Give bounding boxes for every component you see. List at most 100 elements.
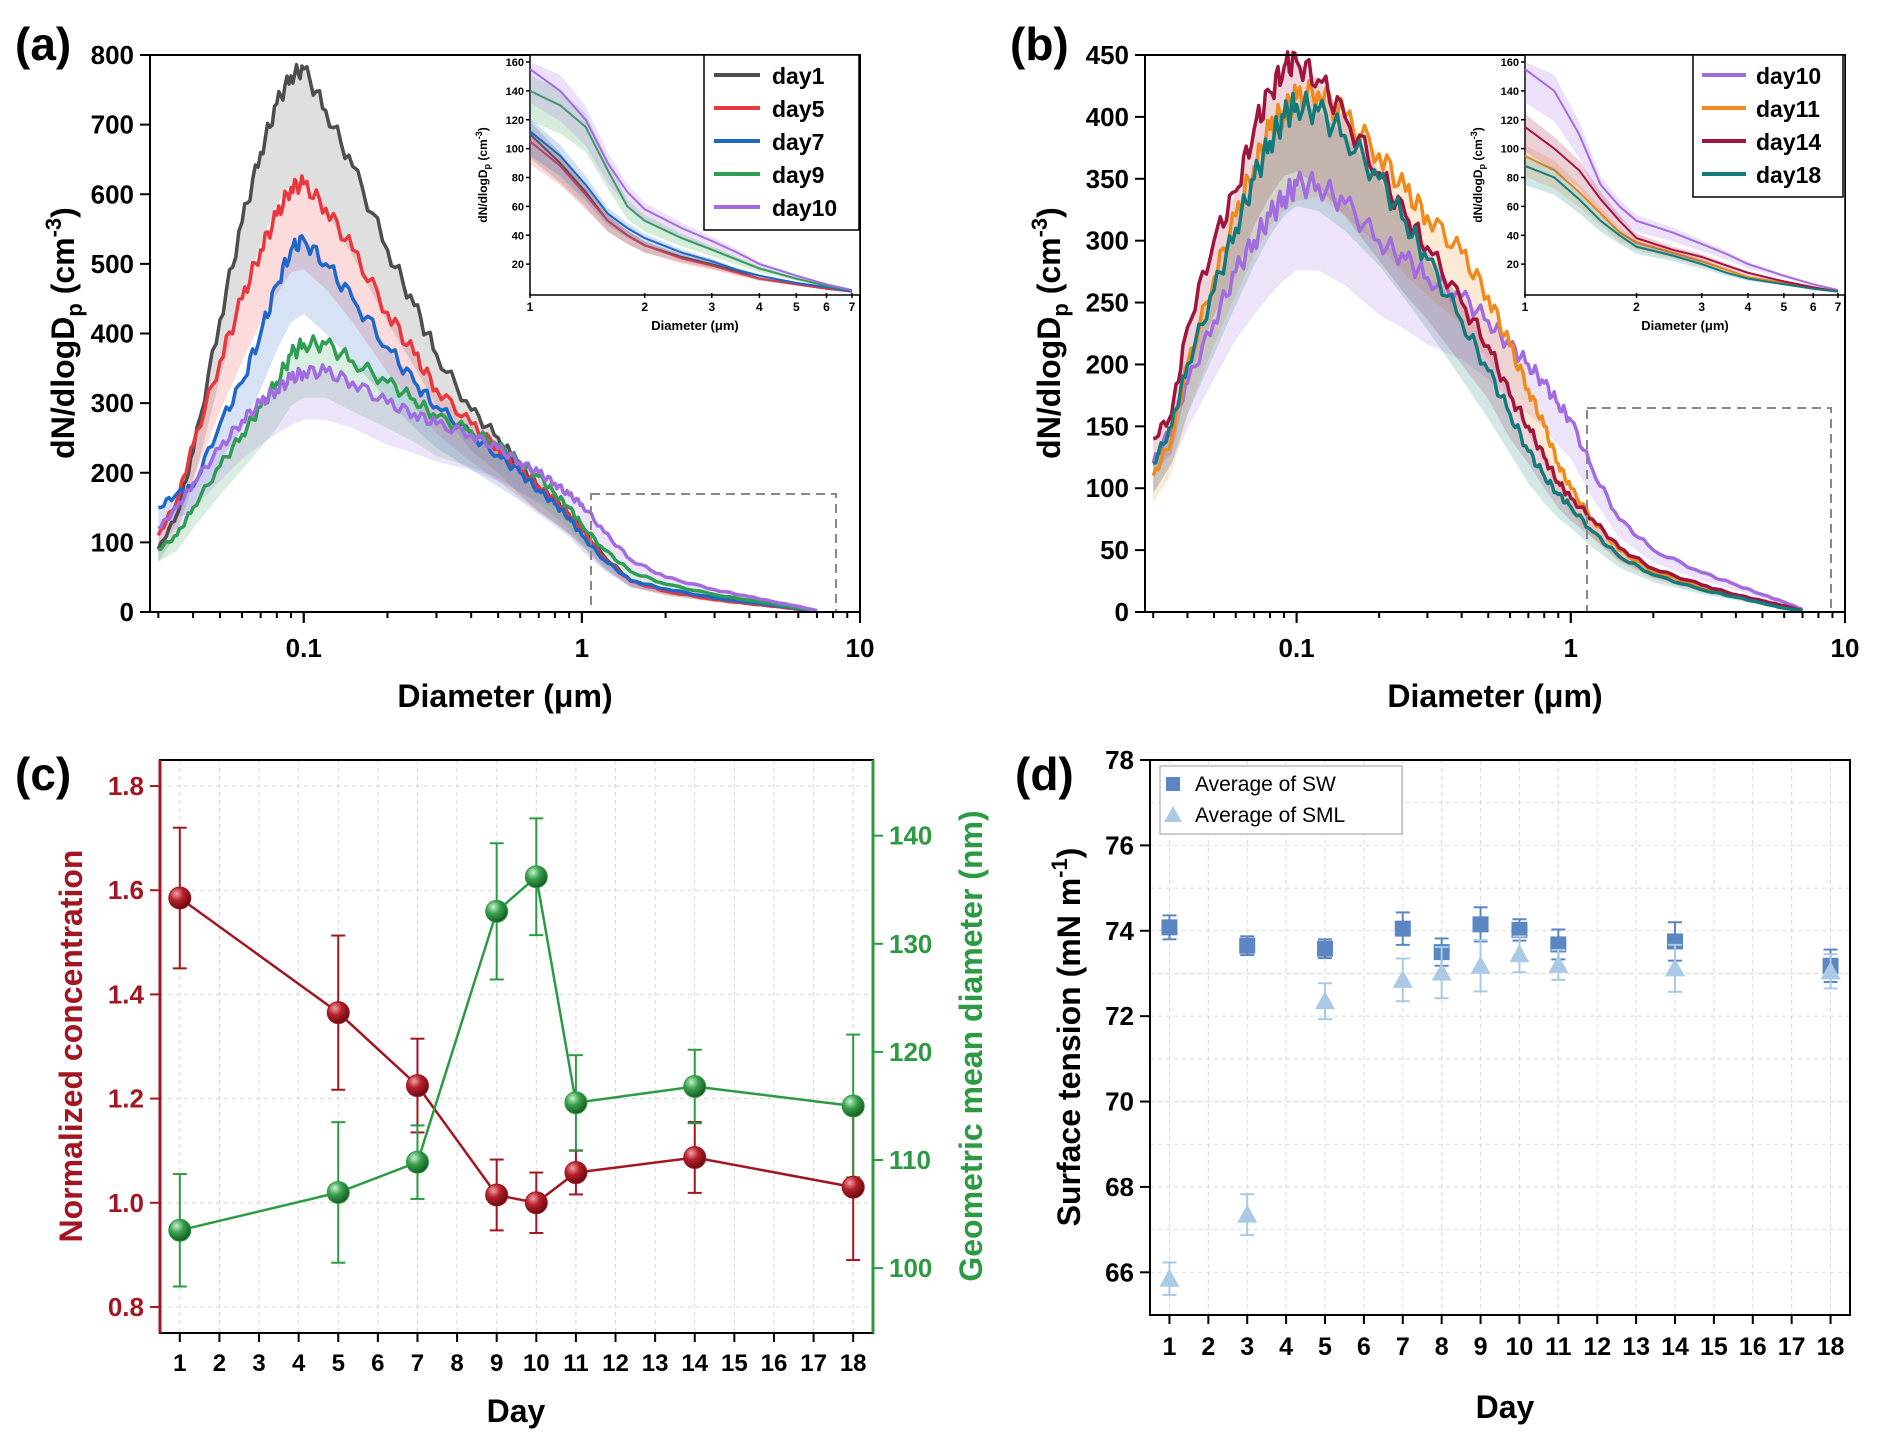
x-tick-label: 15	[721, 1350, 748, 1377]
inset-line-day7	[529, 130, 853, 293]
panel-b-x-label: Diameter (μm)	[1387, 678, 1602, 714]
panel-c-grid	[160, 760, 873, 1333]
legend-label-day5: day5	[772, 96, 825, 122]
inset-x-tick-label: 1	[527, 300, 534, 314]
inset-x-tick-label: 6	[823, 300, 830, 314]
line-day10	[157, 363, 818, 613]
data-point-sml	[1470, 955, 1491, 974]
inset-x-tick-label: 7	[849, 300, 856, 314]
x-tick-label: 5	[1318, 1333, 1332, 1361]
legend-label-b-day18: day18	[1756, 162, 1821, 188]
data-point-concentration	[326, 1001, 350, 1025]
panel-d-surface-tension: 1 2 3 4 5 6 7 8 9 10 11 12 13 14 15 16 17 18 666870727476…	[1047, 745, 1851, 1425]
data-point-concentration	[168, 886, 192, 910]
panel-a-inset-y-axis: 20 40 60 80 100 120 140 160	[506, 57, 530, 271]
inset-x-tick-label: 3	[1698, 300, 1705, 314]
inset-y-tick-label: 80	[1507, 173, 1519, 185]
inset-x-tick-label: 5	[793, 300, 800, 314]
x-tick-label: 13	[642, 1350, 669, 1377]
panel-b-inset-lines	[1524, 62, 1839, 293]
data-point-diameter	[405, 1150, 429, 1174]
x-tick-label: 1	[1162, 1333, 1176, 1361]
data-point-sml	[1392, 969, 1413, 988]
panel-b-inset-y-axis: 20 40 60 80 100 120 140 160	[1501, 57, 1525, 271]
x-tick-label: 16	[1739, 1333, 1767, 1361]
x-tick-label: 9	[490, 1350, 503, 1377]
inset-line-day14	[1524, 126, 1839, 293]
inset-band-day7	[530, 118, 852, 292]
data-point-sml	[1548, 954, 1569, 973]
y-tick-label: 66	[1105, 1257, 1134, 1287]
data-point-diameter	[564, 1091, 588, 1115]
legend-label-day1: day1	[772, 63, 825, 89]
inset-y-tick-label: 120	[506, 115, 524, 127]
inset-line-day10	[529, 68, 853, 292]
x-tick-label: 10	[846, 633, 875, 663]
x-tick-label: 4	[1279, 1333, 1293, 1361]
x-tick-label: 8	[450, 1350, 463, 1377]
panel-d-series	[1159, 906, 1841, 1296]
panel-a-letter: (a)	[15, 18, 71, 70]
x-tick-label: 16	[761, 1350, 788, 1377]
data-point-sml	[1159, 1268, 1180, 1287]
y-tick-label: 100	[91, 527, 134, 557]
data-point-sml	[1820, 961, 1841, 980]
line-day18	[1152, 90, 1803, 613]
data-point-concentration	[841, 1175, 865, 1199]
inset-y-tick-label: 160	[506, 57, 524, 69]
y-tick-label: 50	[1100, 535, 1129, 565]
panel-a-x-label: Diameter (μm)	[397, 678, 612, 714]
panel-c-series	[168, 817, 865, 1288]
left-y-tick-label: 1.6	[108, 875, 144, 905]
right-y-tick-label: 110	[889, 1145, 931, 1175]
inset-y-tick-label: 40	[512, 230, 524, 242]
right-y-tick-label: 140	[889, 821, 932, 851]
panel-b-y-label: dN/dlogDp (cm-3)	[1027, 207, 1073, 459]
left-y-tick-label: 1.8	[108, 771, 144, 801]
y-tick-label: 800	[91, 40, 134, 70]
data-point-concentration	[405, 1074, 429, 1098]
panel-b-inset-x-axis: 1 2 3 4 5 6 7	[1522, 293, 1842, 314]
inset-x-tick-label: 4	[756, 300, 763, 314]
data-point-sml	[1665, 958, 1685, 977]
panel-a-y-axis: 0 100 200 300 400 500 600 700 800	[91, 40, 150, 627]
right-y-tick-label: 130	[889, 929, 932, 959]
legend-marker-sml	[1164, 806, 1182, 822]
panel-a-inset-x-axis: 1 2 3 4 5 6 7	[527, 293, 856, 314]
inset-y-tick-label: 60	[512, 201, 524, 213]
panel-c-right-y-axis: 100 110 120 130 140	[873, 821, 932, 1283]
inset-y-tick-label: 120	[1501, 115, 1519, 127]
data-point-concentration	[564, 1161, 588, 1185]
line-day9	[158, 334, 818, 613]
inset-line-day5	[529, 140, 853, 293]
inset-y-tick-label: 140	[1501, 86, 1519, 98]
inset-x-tick-label: 6	[1810, 300, 1817, 314]
data-point-sml	[1237, 1204, 1258, 1223]
panel-a-inset: 1 2 3 4 5 6 7 20 40 60 80 100 120 140 160 Diameter (μ…	[474, 54, 861, 333]
y-tick-label: 0	[120, 597, 134, 627]
inset-y-tick-label: 100	[1501, 144, 1519, 156]
x-tick-label: 1	[575, 633, 589, 663]
inset-x-tick-label: 4	[1745, 300, 1752, 314]
y-tick-label: 300	[91, 388, 134, 418]
x-tick-label: 2	[1201, 1333, 1215, 1361]
data-point-diameter	[326, 1180, 350, 1204]
panel-b-inset-y-label: dN/dlogDp (cm-3)	[1469, 127, 1487, 223]
panel-a-inset-lines	[529, 62, 853, 293]
data-point-sw	[1550, 936, 1567, 953]
line-day11	[1151, 79, 1803, 613]
y-tick-label: 70	[1105, 1087, 1134, 1117]
band-day14	[1153, 61, 1803, 611]
line-day14	[1152, 50, 1804, 613]
panel-a-size-distribution: 0.1 1 10 0 100 200 300 400 500 600 700 800 Diamete…	[41, 40, 874, 714]
panel-a-inset-x-label: Diameter (μm)	[651, 318, 738, 333]
data-point-sw	[1239, 937, 1256, 954]
panel-a-inset-y-label: dN/dlogDp (cm-3)	[474, 127, 492, 223]
legend-label-sml: Average of SML	[1195, 804, 1345, 827]
left-y-tick-label: 1.4	[108, 979, 145, 1009]
legend-label-b-day10: day10	[1756, 63, 1821, 89]
panel-b-letter: (b)	[1010, 18, 1069, 70]
x-tick-label: 14	[1661, 1333, 1689, 1361]
data-point-sw	[1394, 920, 1411, 937]
x-tick-label: 10	[1831, 633, 1860, 663]
